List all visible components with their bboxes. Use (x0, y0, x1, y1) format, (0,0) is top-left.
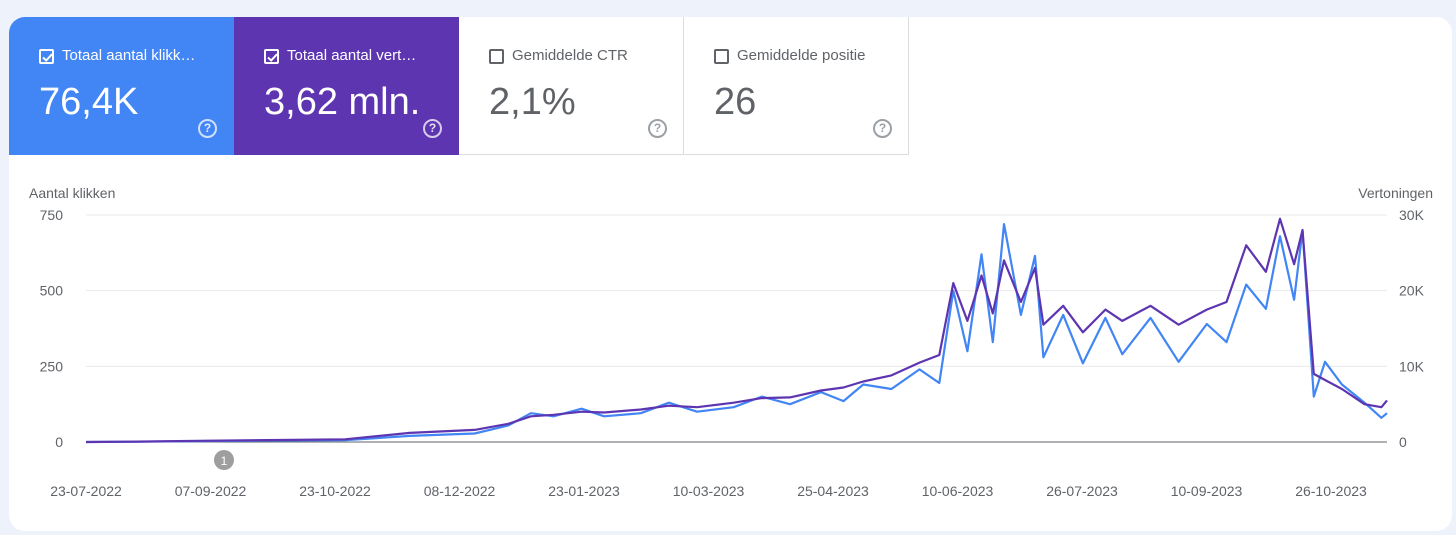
metric-label: Gemiddelde CTR (512, 47, 628, 64)
performance-chart: 750 30K 500 20K 250 10K 0 0 23-07-2022 07-09-2022… (40, 207, 1425, 499)
metric-total-impressions[interactable]: Totaal aantal vert… 3,62 mln. ? (234, 17, 459, 155)
y-tick-label-right: 10K (1399, 358, 1425, 374)
checkmark-icon (42, 53, 53, 62)
x-tick-label: 08-12-2022 (424, 483, 496, 499)
series-line (85, 223, 1388, 444)
y-tick-label-right: 0 (1399, 434, 1407, 450)
impressions-checkbox[interactable] (264, 49, 279, 64)
help-icon[interactable]: ? (873, 119, 892, 138)
metric-total-clicks[interactable]: Totaal aantal klikk… 76,4K ? (9, 17, 234, 155)
metric-average-position[interactable]: Gemiddelde positie 26 ? (684, 17, 909, 155)
help-icon[interactable]: ? (423, 119, 442, 138)
metric-label: Totaal aantal klikk… (62, 47, 196, 64)
y-tick-label-left: 750 (40, 207, 64, 223)
help-icon[interactable]: ? (648, 119, 667, 138)
annotation-marker (213, 450, 234, 470)
metric-value: 76,4K (39, 81, 139, 123)
checkmark-icon (267, 53, 278, 62)
metric-average-ctr[interactable]: Gemiddelde CTR 2,1% ? (459, 17, 684, 155)
y-tick-label-left: 250 (40, 358, 64, 374)
annotation-label: 1 (221, 454, 228, 468)
metric-value: 2,1% (489, 81, 576, 123)
metric-value: 3,62 mln. (264, 81, 421, 123)
clicks-checkbox[interactable] (39, 49, 54, 64)
x-tick-label: 23-01-2023 (548, 483, 620, 499)
help-icon[interactable]: ? (198, 119, 217, 138)
x-tick-label: 26-10-2023 (1295, 483, 1367, 499)
series-line (85, 217, 1388, 444)
performance-card: Totaal aantal klikk… 76,4K ? Totaal aant… (9, 17, 1452, 531)
y-tick-label-right: 20K (1399, 283, 1425, 299)
x-tick-label: 26-07-2023 (1046, 483, 1118, 499)
metric-label: Gemiddelde positie (737, 47, 866, 64)
y-tick-label-right: 30K (1399, 207, 1425, 223)
x-tick-label: 23-10-2022 (299, 483, 371, 499)
right-axis-title: Vertoningen (1358, 185, 1433, 201)
metric-label: Totaal aantal vert… (287, 47, 417, 64)
x-tick-label: 10-09-2023 (1171, 483, 1243, 499)
x-tick-label: 25-04-2023 (797, 483, 869, 499)
y-tick-label-left: 500 (40, 283, 64, 299)
position-checkbox[interactable] (714, 49, 729, 64)
y-tick-label-left: 0 (55, 434, 63, 450)
x-tick-label: 23-07-2022 (50, 483, 122, 499)
x-tick-label: 10-06-2023 (922, 483, 994, 499)
ctr-checkbox[interactable] (489, 49, 504, 64)
metric-value: 26 (714, 81, 757, 123)
left-axis-title: Aantal klikken (29, 185, 116, 201)
x-tick-label: 07-09-2022 (175, 483, 247, 499)
x-tick-label: 10-03-2023 (673, 483, 745, 499)
metric-cards: Totaal aantal klikk… 76,4K ? Totaal aant… (9, 17, 909, 155)
